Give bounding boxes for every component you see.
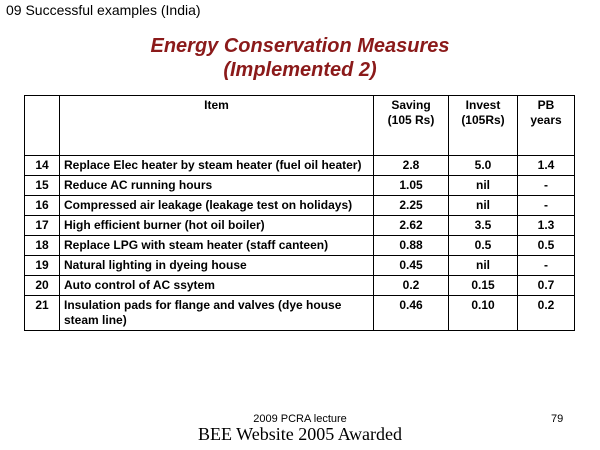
row-no: 17 xyxy=(24,215,60,236)
row-item: Natural lighting in dyeing house xyxy=(59,255,374,276)
row-no: 21 xyxy=(24,295,60,331)
row-no: 19 xyxy=(24,255,60,276)
table-row: 16 Compressed air leakage (leakage test … xyxy=(24,195,575,216)
row-invest: 5.0 xyxy=(448,155,518,176)
row-item: Replace Elec heater by steam heater (fue… xyxy=(59,155,374,176)
table-header-row: Item Saving (105 Rs) Invest (105Rs) PB y… xyxy=(24,95,575,156)
row-pb: 0.7 xyxy=(517,275,575,296)
header-invest: Invest (105Rs) xyxy=(448,95,518,156)
row-item: Auto control of AC ssytem xyxy=(59,275,374,296)
page-number: 79 xyxy=(551,413,564,425)
row-pb: - xyxy=(517,195,575,216)
table-row: 20 Auto control of AC ssytem 0.2 0.15 0.… xyxy=(24,275,575,296)
row-no: 14 xyxy=(24,155,60,176)
row-pb: - xyxy=(517,255,575,276)
row-invest: nil xyxy=(448,195,518,216)
slide-title: Energy Conservation Measures xyxy=(150,35,450,57)
row-invest: nil xyxy=(448,175,518,196)
row-item: High efficient burner (hot oil boiler) xyxy=(59,215,374,236)
row-no: 15 xyxy=(24,175,60,196)
row-saving: 0.88 xyxy=(373,235,449,256)
row-saving: 0.46 xyxy=(373,295,449,331)
row-invest: 3.5 xyxy=(448,215,518,236)
row-no: 20 xyxy=(24,275,60,296)
table-row: 19 Natural lighting in dyeing house 0.45… xyxy=(24,255,575,276)
header-no xyxy=(24,95,60,156)
row-item: Replace LPG with steam heater (staff can… xyxy=(59,235,374,256)
table-row: 15 Reduce AC running hours 1.05 nil - xyxy=(24,175,575,196)
header-pb: PB years xyxy=(517,95,575,156)
row-no: 16 xyxy=(24,195,60,216)
header-saving: Saving (105 Rs) xyxy=(373,95,449,156)
row-pb: 0.5 xyxy=(517,235,575,256)
row-saving: 0.45 xyxy=(373,255,449,276)
row-pb: 1.4 xyxy=(517,155,575,176)
row-no: 18 xyxy=(24,235,60,256)
lecture-label: 2009 PCRA lecture xyxy=(253,413,347,425)
row-invest: nil xyxy=(448,255,518,276)
row-pb: 0.2 xyxy=(517,295,575,331)
row-saving: 2.25 xyxy=(373,195,449,216)
row-saving: 1.05 xyxy=(373,175,449,196)
row-pb: 1.3 xyxy=(517,215,575,236)
table-row: 21 Insulation pads for flange and valves… xyxy=(24,295,575,331)
table-row: 17 High efficient burner (hot oil boiler… xyxy=(24,215,575,236)
slide-subtitle: (Implemented 2) xyxy=(223,59,377,81)
header-item: Item xyxy=(59,95,374,156)
measures-table: Item Saving (105 Rs) Invest (105Rs) PB y… xyxy=(24,95,575,331)
row-saving: 2.8 xyxy=(373,155,449,176)
footer-caption: BEE Website 2005 Awarded xyxy=(197,424,403,444)
row-item: Compressed air leakage (leakage test on … xyxy=(59,195,374,216)
row-invest: 0.15 xyxy=(448,275,518,296)
row-invest: 0.5 xyxy=(448,235,518,256)
row-item: Reduce AC running hours xyxy=(59,175,374,196)
row-item: Insulation pads for flange and valves (d… xyxy=(59,295,374,331)
table-row: 18 Replace LPG with steam heater (staff … xyxy=(24,235,575,256)
row-saving: 2.62 xyxy=(373,215,449,236)
section-label: 09 Successful examples (India) xyxy=(6,2,201,18)
row-invest: 0.10 xyxy=(448,295,518,331)
table-row: 14 Replace Elec heater by steam heater (… xyxy=(24,155,575,176)
row-pb: - xyxy=(517,175,575,196)
row-saving: 0.2 xyxy=(373,275,449,296)
